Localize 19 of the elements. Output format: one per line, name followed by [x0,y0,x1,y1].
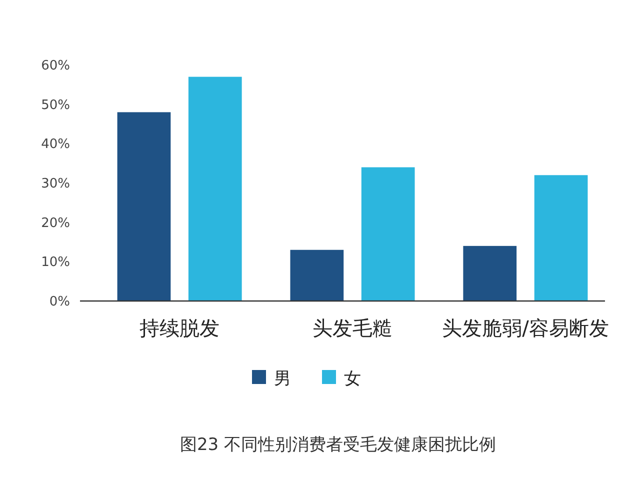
bar [117,112,171,301]
legend-label: 女 [344,368,361,389]
bar [290,250,344,301]
x-tick-label: 持续脱发 [140,316,220,340]
x-tick-label: 头发毛糙 [312,316,392,340]
y-tick-label: 60% [41,58,70,74]
y-tick-label: 50% [41,98,70,113]
y-tick-label: 30% [41,176,70,192]
legend-label: 男 [274,368,291,389]
y-tick-label: 10% [41,255,70,270]
y-tick-label: 20% [41,216,70,231]
text: 图23 不同性别消费者受毛发健康困扰比例 [180,435,496,455]
bar [188,76,242,301]
bar [534,175,588,301]
x-tick-label: 头发脆弱/容易断发 [442,316,609,340]
bar [361,167,415,301]
y-tick-label: 40% [41,137,70,152]
bar [463,246,517,301]
y-tick-label: 0% [49,294,70,310]
